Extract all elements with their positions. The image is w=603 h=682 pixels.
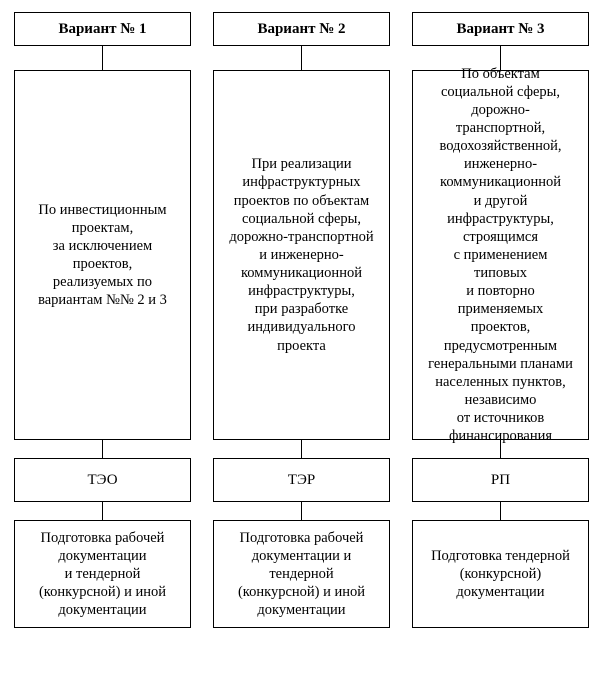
edge xyxy=(500,502,501,520)
header-box: Вариант № 1 xyxy=(14,12,191,46)
column-variant-1: Вариант № 1 По инвестиционным проектам, … xyxy=(14,12,191,670)
description-box: По объектам социальной сферы, дорожно- т… xyxy=(412,70,589,440)
code-label: ТЭР xyxy=(288,472,315,489)
edge xyxy=(102,46,103,70)
header-label: Вариант № 1 xyxy=(58,21,146,38)
description-box: По инвестиционным проектам, за исключени… xyxy=(14,70,191,440)
header-label: Вариант № 3 xyxy=(456,21,544,38)
column-variant-2: Вариант № 2 При реализации инфраструктур… xyxy=(213,12,390,670)
code-box: РП xyxy=(412,458,589,502)
output-box: Подготовка рабочей документации и тендер… xyxy=(14,520,191,628)
header-label: Вариант № 2 xyxy=(257,21,345,38)
column-variant-3: Вариант № 3 По объектам социальной сферы… xyxy=(412,12,589,670)
description-text: По объектам социальной сферы, дорожно- т… xyxy=(428,65,573,446)
edge xyxy=(301,502,302,520)
edge xyxy=(500,440,501,458)
edge xyxy=(301,440,302,458)
edge xyxy=(301,46,302,70)
code-label: РП xyxy=(491,472,510,489)
edge xyxy=(102,502,103,520)
output-text: Подготовка рабочей документации и тендер… xyxy=(238,529,365,620)
code-box: ТЭО xyxy=(14,458,191,502)
description-box: При реализации инфраструктурных проектов… xyxy=(213,70,390,440)
diagram-columns: Вариант № 1 По инвестиционным проектам, … xyxy=(14,12,589,670)
output-text: Подготовка тендерной (конкурсной) докуме… xyxy=(431,547,570,601)
header-box: Вариант № 3 xyxy=(412,12,589,46)
header-box: Вариант № 2 xyxy=(213,12,390,46)
output-text: Подготовка рабочей документации и тендер… xyxy=(39,529,166,620)
code-label: ТЭО xyxy=(87,472,117,489)
description-text: При реализации инфраструктурных проектов… xyxy=(229,155,373,354)
output-box: Подготовка рабочей документации и тендер… xyxy=(213,520,390,628)
code-box: ТЭР xyxy=(213,458,390,502)
edge xyxy=(102,440,103,458)
output-box: Подготовка тендерной (конкурсной) докуме… xyxy=(412,520,589,628)
description-text: По инвестиционным проектам, за исключени… xyxy=(38,201,167,310)
